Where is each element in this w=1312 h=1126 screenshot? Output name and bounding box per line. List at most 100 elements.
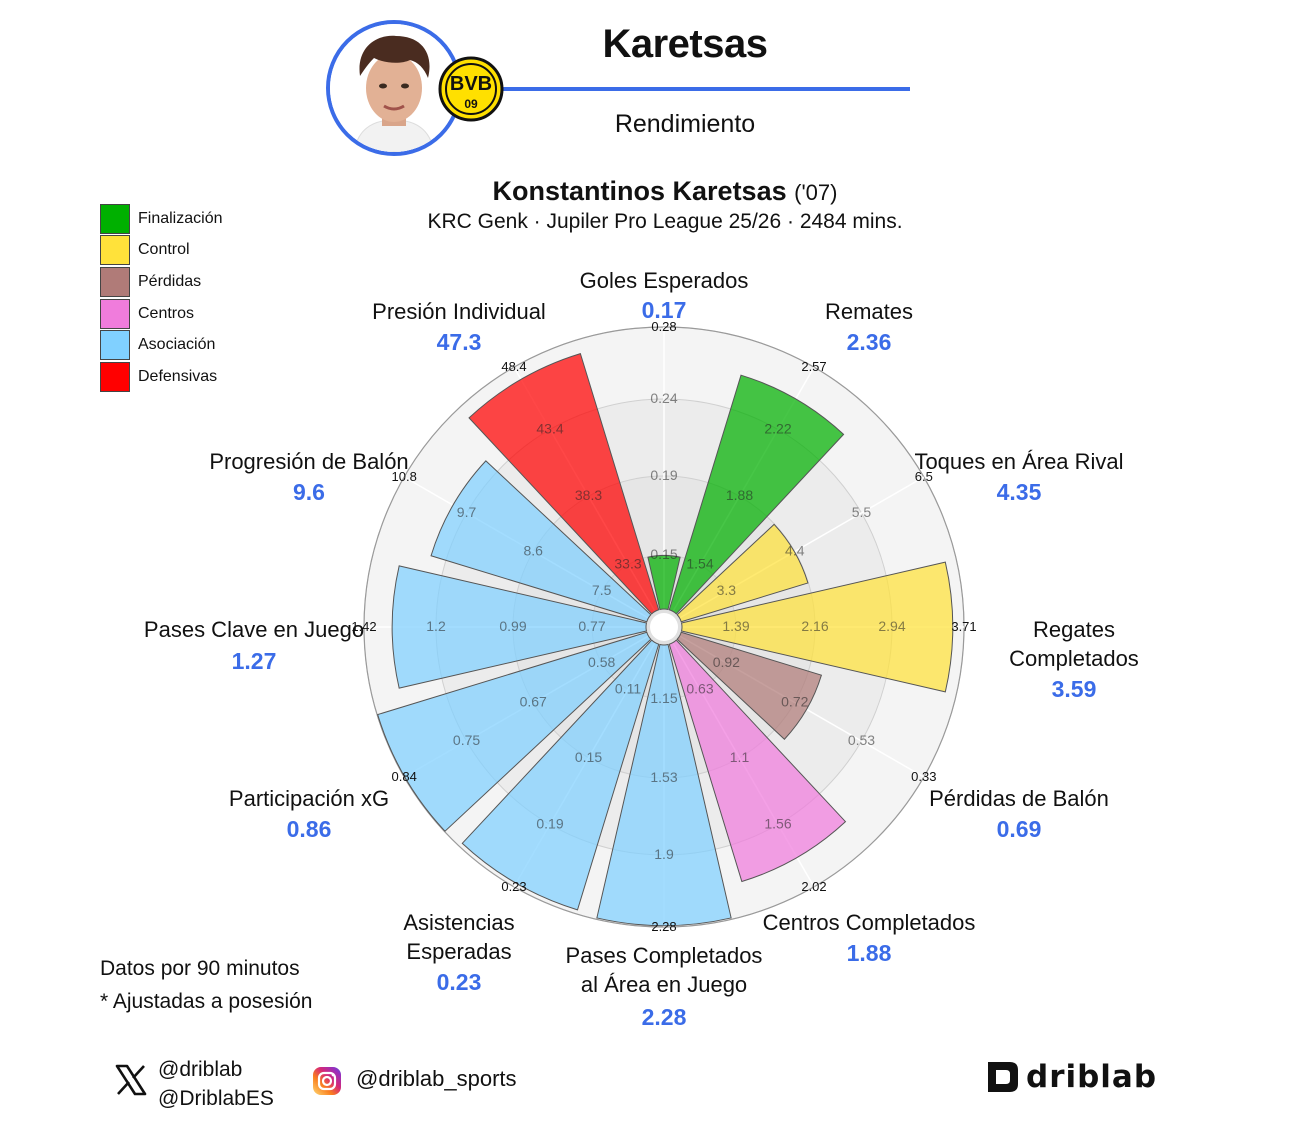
tick-label: 43.4 <box>536 421 563 437</box>
category-label: Centros Completados <box>763 910 976 935</box>
bar-5 <box>668 639 847 883</box>
legend-item: Finalización <box>100 203 222 235</box>
tick-label: 0.58 <box>588 654 615 670</box>
bar-8 <box>377 631 652 832</box>
tick-label: 0.15 <box>650 546 677 562</box>
bar-6 <box>596 643 732 927</box>
legend-item: Pérdidas <box>100 266 222 298</box>
header-divider <box>500 87 910 91</box>
bar-1 <box>668 374 845 615</box>
tick-label: 1.53 <box>650 769 677 785</box>
legend-item: Control <box>100 235 222 267</box>
svg-text:BVB: BVB <box>450 73 492 95</box>
svg-text:driblab: driblab <box>1026 1059 1157 1094</box>
tick-label: 48.4 <box>501 359 526 374</box>
legend-label: Centros <box>138 304 195 322</box>
instagram-icon[interactable] <box>312 1066 342 1096</box>
legend-swatch <box>100 361 130 392</box>
category-label: Participación xG <box>229 786 389 811</box>
bar-2 <box>676 523 809 623</box>
page-title: Karetsas <box>602 22 768 66</box>
category-value: 2.28 <box>642 1004 687 1030</box>
tick-label: 0.75 <box>453 732 480 748</box>
tick-label: 9.7 <box>457 504 477 520</box>
footnote-per90: Datos por 90 minutos <box>100 957 300 980</box>
legend-label: Finalización <box>138 209 223 227</box>
legend-swatch <box>100 235 130 266</box>
tick-label: 0.33 <box>911 769 936 784</box>
category-value: 1.88 <box>847 940 892 966</box>
legend-swatch <box>100 266 130 297</box>
bar-3 <box>680 561 954 693</box>
x-handle-driblabes[interactable]: @DriblabES <box>158 1087 274 1110</box>
tick-label: 2.22 <box>764 421 791 437</box>
category-label: Pases Completados al Área en Juego <box>566 943 763 997</box>
tick-label: 0.11 <box>615 680 641 696</box>
player-avatar <box>326 20 462 156</box>
category-value: 0.69 <box>997 816 1042 842</box>
legend-swatch <box>100 203 130 234</box>
tick-label: 5.5 <box>852 504 872 520</box>
tick-label: 6.5 <box>915 469 933 484</box>
tick-label: 0.92 <box>713 654 740 670</box>
tick-label: 3.71 <box>951 619 976 634</box>
tick-label: 4.4 <box>785 543 805 559</box>
category-label: Pérdidas de Balón <box>929 786 1109 811</box>
page-subtitle: Rendimiento <box>614 110 756 138</box>
tick-label: 2.28 <box>651 919 676 934</box>
legend-item: Centros <box>100 298 222 330</box>
tick-label: 2.16 <box>801 618 828 634</box>
driblab-logo: driblab <box>988 1059 1157 1094</box>
tick-label: 0.63 <box>686 680 713 696</box>
tick-label: 33.3 <box>614 556 641 572</box>
category-label: Toques en Área Rival <box>914 449 1123 474</box>
category-label: Goles Esperados <box>580 268 749 293</box>
tick-label: 0.28 <box>651 319 676 334</box>
tick-label: 0.84 <box>392 769 417 784</box>
x-handle-driblab[interactable]: @driblab <box>158 1058 243 1081</box>
tick-label: 0.19 <box>536 815 563 831</box>
legend-swatch <box>100 330 130 361</box>
tick-label: 0.15 <box>575 749 602 765</box>
tick-label: 8.6 <box>523 543 543 559</box>
tick-label: 2.57 <box>801 359 826 374</box>
category-value: 3.59 <box>1052 676 1097 702</box>
tick-label: 0.24 <box>650 390 677 406</box>
category-value: 9.6 <box>293 479 325 505</box>
tick-label: 1.1 <box>730 749 750 765</box>
tick-label: 0.77 <box>578 618 605 634</box>
player-line: Konstantinos Karetsas ('07) <box>300 176 1030 207</box>
tick-label: 2.02 <box>801 879 826 894</box>
club-badge-icon: BVB 09 <box>438 56 504 122</box>
tick-label: 1.42 <box>351 619 376 634</box>
tick-label: 38.3 <box>575 487 602 503</box>
category-value: 2.36 <box>847 329 892 355</box>
tick-label: 3.3 <box>717 582 737 598</box>
bar-7 <box>461 639 660 911</box>
legend-item: Defensivas <box>100 361 222 393</box>
tick-label: 0.72 <box>781 694 808 710</box>
instagram-handle[interactable]: @driblab_sports <box>356 1066 517 1091</box>
legend-label: Asociación <box>138 336 216 354</box>
tick-label: 1.15 <box>650 690 677 706</box>
legend-swatch <box>100 298 130 329</box>
legend-label: Defensivas <box>138 367 218 385</box>
player-photo <box>330 24 458 152</box>
legend-label: Pérdidas <box>138 272 202 290</box>
tick-label: 1.2 <box>426 618 446 634</box>
x-twitter-icon[interactable] <box>114 1063 148 1097</box>
category-value: 4.35 <box>997 479 1042 505</box>
bar-0 <box>647 554 681 611</box>
legend-item: Asociación <box>100 329 222 361</box>
tick-label: 0.53 <box>848 732 875 748</box>
player-birth-year: ('07) <box>794 180 838 205</box>
tick-label: 2.94 <box>878 618 905 634</box>
tick-label: 0.67 <box>520 694 547 710</box>
player-name: Konstantinos Karetsas <box>492 176 787 206</box>
bar-4 <box>676 631 823 740</box>
tick-label: 7.5 <box>592 582 612 598</box>
category-label: Presión Individual <box>372 299 546 324</box>
legend-label: Control <box>138 241 190 259</box>
category-label: Remates <box>825 299 913 324</box>
